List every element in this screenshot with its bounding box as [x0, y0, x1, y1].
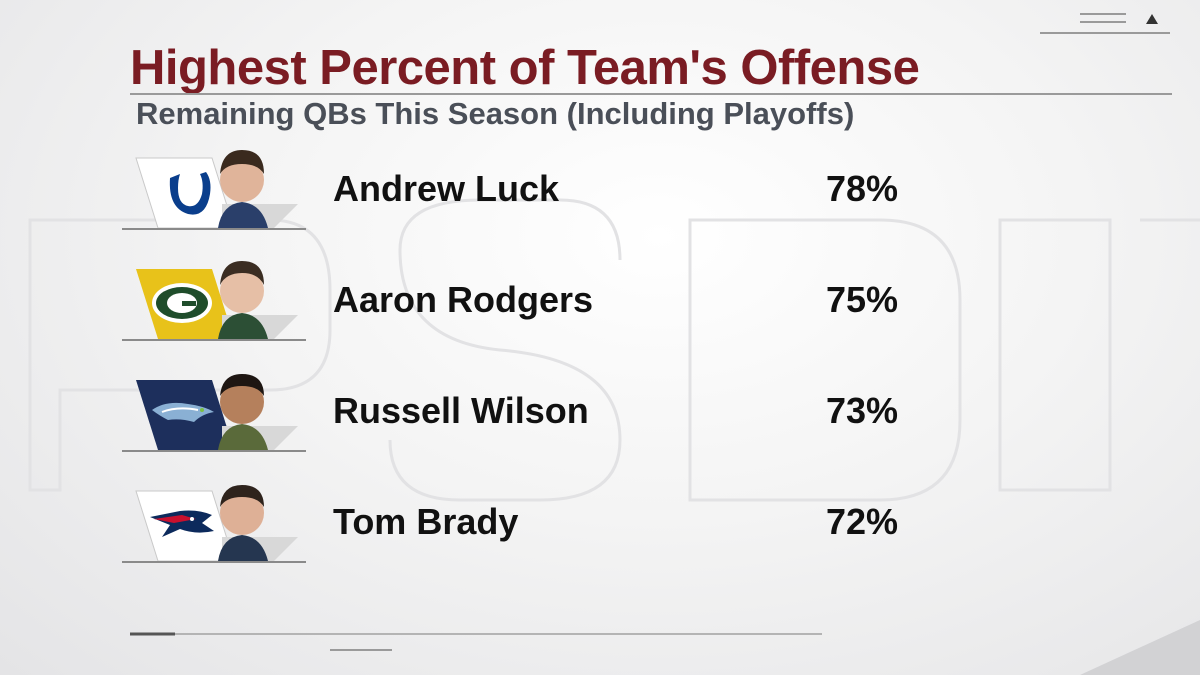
colts-horseshoe-icon	[122, 150, 306, 230]
player-name: Russell Wilson	[333, 390, 589, 431]
player-row: Aaron Rodgers 75%	[0, 255, 1200, 355]
packers-g-icon	[122, 261, 306, 341]
page-subtitle: Remaining QBs This Season (Including Pla…	[136, 96, 855, 131]
player-name: Andrew Luck	[333, 168, 560, 209]
player-row: Tom Brady 72%	[0, 477, 1200, 577]
bottom-decoration	[130, 620, 1200, 675]
patriots-icon	[122, 485, 306, 563]
title-divider	[130, 93, 1172, 95]
player-row: Andrew Luck 78%	[0, 144, 1200, 244]
player-name: Tom Brady	[333, 501, 519, 542]
page-title: Highest Percent of Team's Offense	[130, 41, 920, 95]
player-percent: 72%	[826, 501, 899, 542]
player-row: Russell Wilson 73%	[0, 366, 1200, 466]
player-percent: 73%	[826, 390, 899, 431]
seahawks-icon	[122, 374, 306, 452]
player-name: Aaron Rodgers	[333, 279, 594, 320]
player-percent: 75%	[826, 279, 899, 320]
corner-decoration	[1040, 13, 1170, 34]
header: Highest Percent of Team's Offense Remain…	[130, 40, 1172, 131]
player-percent: 78%	[826, 168, 899, 209]
